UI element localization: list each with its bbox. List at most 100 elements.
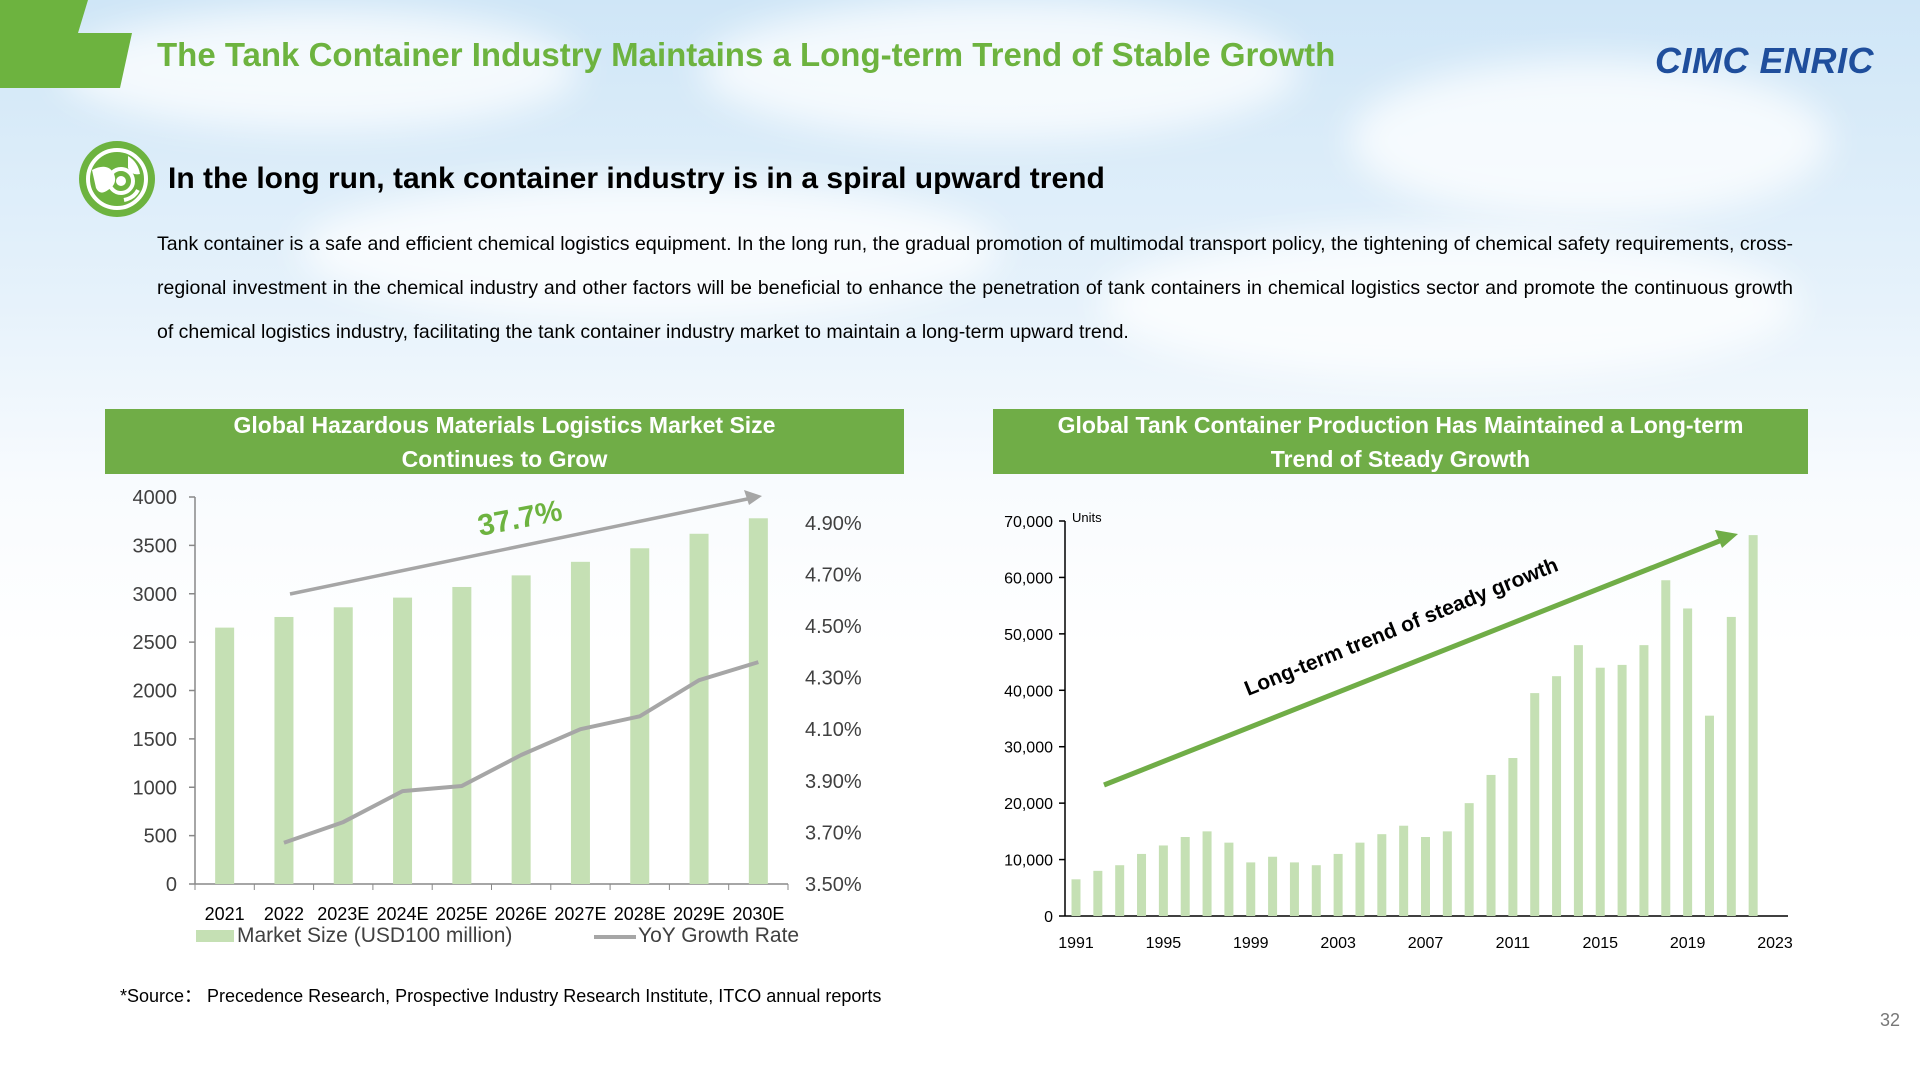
bar xyxy=(1661,580,1671,916)
y-right-tick-label: 4.70% xyxy=(805,564,862,586)
y-tick-label: 70,000 xyxy=(1004,514,1053,531)
y-tick-label: 0 xyxy=(1044,909,1053,926)
description-paragraph: Tank container is a safe and efficient c… xyxy=(157,233,1793,343)
chart1-title-line2: Continues to Grow xyxy=(401,445,608,472)
y-axis-unit-label: Units xyxy=(1072,510,1102,525)
chart2-title-line2: Trend of Steady Growth xyxy=(1270,445,1531,472)
globe-target-icon xyxy=(79,141,155,217)
y-right-tick-label: 4.30% xyxy=(805,668,862,690)
x-tick-label: 2003 xyxy=(1320,935,1356,952)
bar xyxy=(1399,825,1409,916)
page-number: 32 xyxy=(1880,1010,1901,1030)
x-tick-label: 2024E xyxy=(377,904,429,924)
trend-arrow-line xyxy=(1103,537,1723,788)
trend-arrow-head xyxy=(744,490,762,505)
bar xyxy=(1639,645,1649,916)
background-cloud xyxy=(700,0,1300,140)
y-tick-label: 40,000 xyxy=(1004,683,1053,700)
bar xyxy=(274,616,294,884)
y-left-tick-label: 3500 xyxy=(133,535,178,557)
x-tick-label: 2026E xyxy=(495,904,547,924)
trend-arrow-head xyxy=(1715,530,1738,548)
x-tick-label: 2023E xyxy=(317,904,369,924)
y-tick-label: 50,000 xyxy=(1004,627,1053,644)
y-tick-label: 30,000 xyxy=(1004,740,1053,757)
y-right-tick-label: 3.70% xyxy=(805,822,862,844)
x-tick-label: 2028E xyxy=(614,904,666,924)
bar xyxy=(1595,667,1605,916)
bar xyxy=(1377,834,1387,916)
bar xyxy=(1180,837,1190,916)
x-tick-label: 2007 xyxy=(1408,935,1444,952)
x-tick-label: 1991 xyxy=(1058,935,1094,952)
y-right-tick-label: 3.50% xyxy=(805,874,862,896)
legend-bar-swatch xyxy=(196,930,234,942)
x-tick-label: 2019 xyxy=(1670,935,1706,952)
chart2-title: Global Tank Container Production Has Mai… xyxy=(993,409,1808,474)
bar xyxy=(570,561,590,884)
bar xyxy=(1683,608,1693,916)
x-tick-label: 2011 xyxy=(1496,935,1531,952)
bar xyxy=(1289,862,1299,916)
bar xyxy=(1093,870,1103,916)
legend-line-label: YoY Growth Rate xyxy=(638,924,799,947)
x-tick-label: 2029E xyxy=(673,904,725,924)
page-title: The Tank Container Industry Maintains a … xyxy=(157,36,1336,73)
bar xyxy=(1442,831,1452,916)
x-tick-label: 2027E xyxy=(554,904,606,924)
y-left-tick-label: 1000 xyxy=(133,777,178,799)
y-right-tick-label: 4.90% xyxy=(805,513,862,535)
x-tick-label: 2015 xyxy=(1582,935,1618,952)
bar xyxy=(1530,693,1540,916)
background-cloud xyxy=(1350,60,1830,220)
bar xyxy=(1333,853,1343,916)
background-cloud xyxy=(1100,230,1800,380)
bar xyxy=(1311,865,1321,916)
bar xyxy=(1137,853,1147,916)
bar xyxy=(452,586,472,884)
bar xyxy=(393,597,413,884)
chart2-title-line1: Global Tank Container Production Has Mai… xyxy=(1057,411,1744,438)
bar xyxy=(1115,865,1125,916)
trend-arrow-line xyxy=(289,496,753,596)
bar xyxy=(1508,758,1518,916)
y-left-tick-label: 1500 xyxy=(133,729,178,751)
section-subtitle: In the long run, tank container industry… xyxy=(168,162,1105,195)
bar xyxy=(1486,774,1496,916)
bar xyxy=(1464,803,1474,916)
chart1-title: Global Hazardous Materials Logistics Mar… xyxy=(105,409,904,474)
bar xyxy=(1704,715,1714,916)
x-tick-label: 2030E xyxy=(732,904,784,924)
chart1-title-line1: Global Hazardous Materials Logistics Mar… xyxy=(233,411,776,438)
background-cloud xyxy=(60,10,580,130)
trend-annotation: Long-term trend of steady growth xyxy=(1241,553,1561,700)
bar xyxy=(1726,616,1736,916)
y-tick-label: 10,000 xyxy=(1004,853,1053,870)
bar xyxy=(333,607,353,884)
growth-rate-line xyxy=(283,660,759,845)
bar xyxy=(1421,837,1430,916)
y-left-tick-label: 2500 xyxy=(133,632,178,654)
bar xyxy=(1355,842,1365,916)
bar xyxy=(215,627,235,884)
bar xyxy=(1268,856,1278,916)
bar xyxy=(1617,664,1627,916)
y-left-tick-label: 0 xyxy=(166,874,177,896)
y-left-tick-label: 3000 xyxy=(133,584,178,606)
bar xyxy=(1748,535,1758,916)
bar xyxy=(1158,845,1168,916)
header-tab-shape xyxy=(0,0,132,88)
y-left-tick-label: 500 xyxy=(144,826,177,848)
x-tick-label: 2022 xyxy=(264,904,304,924)
y-right-tick-label: 3.90% xyxy=(805,771,862,793)
y-right-tick-label: 4.10% xyxy=(805,719,862,741)
bar xyxy=(1552,676,1562,916)
bar xyxy=(689,533,709,884)
bar xyxy=(1202,831,1212,916)
company-logo: CIMC ENRIC xyxy=(1655,40,1874,81)
y-left-tick-label: 2000 xyxy=(133,681,178,703)
y-tick-label: 20,000 xyxy=(1004,796,1053,813)
bar xyxy=(511,575,531,884)
